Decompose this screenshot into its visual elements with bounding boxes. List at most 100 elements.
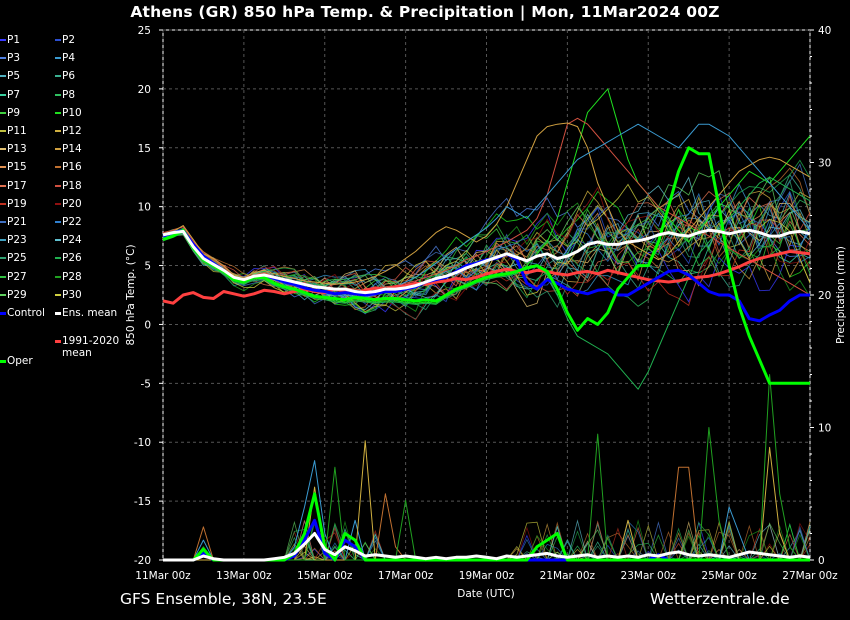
legend-swatch xyxy=(55,93,61,96)
legend-label: P5 xyxy=(7,70,21,83)
temp-ens-mean-line xyxy=(162,228,811,295)
temp-p26-line xyxy=(162,176,811,390)
legend-swatch xyxy=(0,39,6,41)
legend-swatch xyxy=(55,130,61,132)
legend-label: P14 xyxy=(62,143,82,156)
legend-label: P25 xyxy=(7,252,27,265)
y-axis-title: 850 hPa Temp. (°C) xyxy=(125,244,137,345)
legend-label: P3 xyxy=(7,52,21,65)
legend-swatch xyxy=(0,148,6,151)
legend-swatch xyxy=(55,166,61,169)
x-tick-label: 17Mar 00z xyxy=(378,570,434,582)
x-tick-label: 21Mar 00z xyxy=(540,570,596,582)
legend-swatch xyxy=(55,111,61,114)
y-tick-label: -5 xyxy=(141,378,151,390)
y-right-tick-label: 20 xyxy=(818,290,831,302)
legend-swatch xyxy=(55,221,61,223)
y-tick-label: 25 xyxy=(138,25,151,37)
x-tick-label: 13Mar 00z xyxy=(216,570,272,582)
legend-label: P22 xyxy=(62,216,82,228)
x-tick-label: 11Mar 00z xyxy=(135,570,191,582)
legend-swatch xyxy=(0,312,6,315)
legend-swatch xyxy=(55,184,61,187)
legend-label: P17 xyxy=(7,179,27,192)
y-axis-right-title: Precipitation (mm) xyxy=(835,246,847,344)
legend-label: P19 xyxy=(7,197,27,210)
legend-swatch xyxy=(0,293,6,296)
legend-label: Control xyxy=(7,307,45,319)
legend-label: P1 xyxy=(7,34,21,46)
y-right-tick-label: 0 xyxy=(818,555,825,567)
legend-label: P20 xyxy=(62,197,82,210)
legend-swatch xyxy=(0,57,6,60)
legend-swatch xyxy=(55,75,61,78)
legend-swatch xyxy=(0,93,6,96)
main-lines xyxy=(162,88,811,562)
legend-swatch xyxy=(0,221,6,223)
legend-label: P10 xyxy=(62,106,82,119)
legend-label: P24 xyxy=(62,234,82,247)
legend-swatch xyxy=(55,293,61,296)
legend-swatch xyxy=(55,148,61,151)
legend-label: P30 xyxy=(62,288,82,301)
legend-swatch xyxy=(0,130,6,132)
y-tick-label: -20 xyxy=(134,555,151,567)
legend-swatch xyxy=(55,312,61,315)
x-axis-title: Date (UTC) xyxy=(457,588,514,600)
legend-swatch xyxy=(55,39,61,41)
x-tick-label: 25Mar 00z xyxy=(701,570,757,582)
y-tick-label: -15 xyxy=(134,496,151,508)
legend-label: P16 xyxy=(62,161,82,174)
legend-label: Oper xyxy=(7,355,33,368)
legend-swatch xyxy=(0,75,6,78)
legend-swatch xyxy=(55,257,61,260)
y-right-tick-label: 10 xyxy=(818,423,831,435)
legend-swatch xyxy=(55,275,61,278)
legend-label: P13 xyxy=(7,143,27,156)
x-tick-label: 19Mar 00z xyxy=(459,570,515,582)
legend: P1 P2 P3 P4 P5 P6 P7 P8 P9 P10 P11 P12 P13 P14 P15 P16 P… xyxy=(0,34,130,374)
y-axis-left: 25 20 15 10 5 0 -5 -10 -15 -20 xyxy=(134,25,163,567)
y-tick-label: 15 xyxy=(138,143,151,155)
legend-label: Ens. mean xyxy=(62,307,118,319)
y-tick-label: 0 xyxy=(144,319,151,331)
legend-swatch xyxy=(55,57,61,60)
y-tick-label: 10 xyxy=(138,202,151,214)
legend-swatch xyxy=(0,202,6,205)
legend-swatch xyxy=(55,340,61,344)
legend-label: P6 xyxy=(62,70,76,83)
legend-label: P29 xyxy=(7,288,27,301)
legend-label: P21 xyxy=(7,216,27,228)
legend-swatch xyxy=(55,202,61,205)
temp-p14-line xyxy=(162,122,811,285)
legend-label: P9 xyxy=(7,106,21,119)
footer-source: Wetterzentrale.de xyxy=(650,590,790,608)
legend-label: P26 xyxy=(62,252,82,265)
legend-label: P11 xyxy=(7,125,27,137)
legend-swatch xyxy=(0,166,6,169)
legend-label: 1991-2020 mean xyxy=(62,335,120,360)
y-axis-right: 40 30 20 10 0 xyxy=(810,25,831,567)
x-tick-label: 15Mar 00z xyxy=(297,570,353,582)
legend-swatch xyxy=(0,257,6,260)
legend-label: P15 xyxy=(7,161,27,174)
legend-swatch xyxy=(0,360,6,364)
temp-oper-line xyxy=(162,146,810,385)
legend-label: P4 xyxy=(62,52,76,65)
legend-label: P2 xyxy=(62,34,76,46)
legend-label: P23 xyxy=(7,234,27,247)
legend-swatch xyxy=(0,239,6,242)
chart-title: Athens (GR) 850 hPa Temp. & Precipitatio… xyxy=(130,3,720,21)
legend-label: P12 xyxy=(62,125,82,137)
legend-swatch xyxy=(0,275,6,278)
y-tick-label: -10 xyxy=(134,437,151,449)
legend-swatch xyxy=(55,239,61,242)
legend-label: P8 xyxy=(62,88,76,101)
legend-label: P27 xyxy=(7,270,27,283)
footer-model-info: GFS Ensemble, 38N, 23.5E xyxy=(120,590,327,608)
y-right-tick-label: 40 xyxy=(818,25,831,37)
y-tick-label: 20 xyxy=(138,84,151,96)
x-tick-label: 27Mar 00z xyxy=(782,570,838,582)
y-right-tick-label: 30 xyxy=(818,158,831,170)
